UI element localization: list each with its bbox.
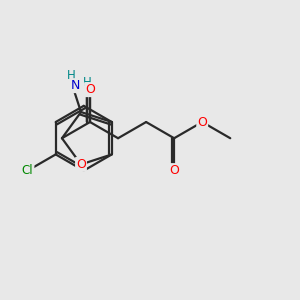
Text: O: O	[85, 83, 95, 96]
Text: O: O	[169, 164, 179, 177]
Text: O: O	[76, 158, 86, 171]
Text: O: O	[197, 116, 207, 128]
Text: H: H	[67, 69, 75, 82]
Text: Cl: Cl	[22, 164, 34, 177]
Text: N: N	[71, 79, 80, 92]
Text: H: H	[83, 76, 92, 89]
